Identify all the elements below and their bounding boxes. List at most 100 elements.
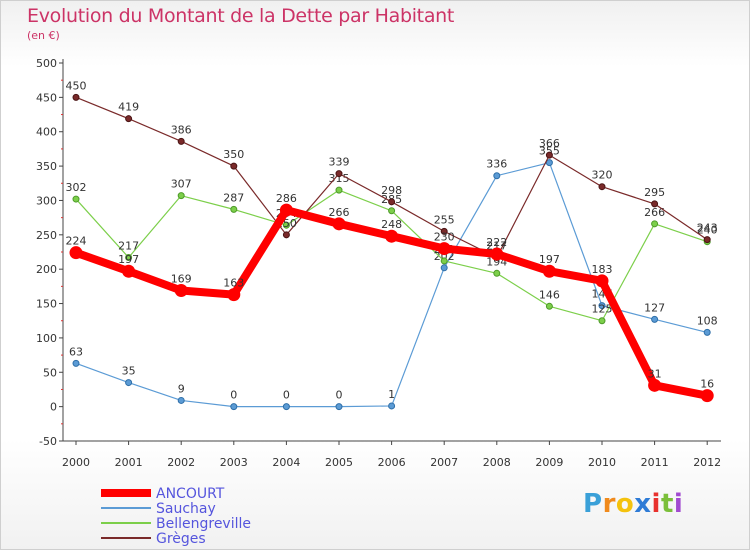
y-tick-label: 0	[50, 401, 57, 414]
data-label: 386	[171, 123, 192, 136]
data-label: 197	[539, 253, 560, 266]
data-point	[230, 162, 238, 170]
data-label: 9	[178, 382, 185, 395]
y-tick-label: 500	[36, 57, 57, 70]
data-point	[545, 302, 553, 310]
data-label: 287	[223, 191, 244, 204]
data-label: 339	[329, 156, 350, 169]
data-label: 146	[539, 288, 560, 301]
data-label: 125	[592, 303, 613, 316]
legend-label: Sauchay	[156, 501, 216, 517]
data-label: 0	[230, 389, 237, 402]
data-label: 355	[539, 145, 560, 158]
data-point	[440, 257, 448, 265]
data-label: 295	[644, 186, 665, 199]
data-label: 266	[329, 206, 350, 219]
data-point	[493, 269, 501, 277]
data-label: 298	[381, 184, 402, 197]
data-point	[230, 205, 238, 213]
x-tick-label: 2007	[430, 456, 458, 469]
data-point	[332, 217, 346, 231]
x-tick-label: 2000	[62, 456, 90, 469]
data-label: 169	[171, 272, 192, 285]
x-tick-label: 2002	[167, 456, 195, 469]
data-label: 183	[592, 263, 613, 276]
data-point	[335, 403, 343, 411]
x-tick-label: 2001	[115, 456, 143, 469]
data-point	[125, 379, 133, 387]
data-point	[72, 359, 80, 367]
data-label: 31	[648, 367, 662, 380]
x-tick-label: 2003	[220, 456, 248, 469]
y-tick-label: 250	[36, 229, 57, 242]
y-tick-label: 400	[36, 126, 57, 139]
data-point	[651, 315, 659, 323]
data-point	[125, 253, 133, 261]
data-label: 307	[171, 178, 192, 191]
data-label: 217	[486, 239, 507, 252]
data-point	[388, 198, 396, 206]
data-point	[282, 231, 290, 239]
data-point	[490, 247, 504, 261]
data-point	[230, 403, 238, 411]
data-point	[72, 195, 80, 203]
data-point	[703, 236, 711, 244]
data-point	[545, 159, 553, 167]
data-label: 320	[592, 169, 613, 182]
data-point	[440, 264, 448, 272]
data-point	[598, 302, 606, 310]
data-point	[388, 207, 396, 215]
data-point	[651, 200, 659, 208]
y-tick-label: 200	[36, 263, 57, 276]
legend-label: ANCOURT	[156, 486, 225, 502]
data-point	[177, 137, 185, 145]
data-label: 366	[539, 137, 560, 150]
data-point	[335, 186, 343, 194]
data-label: 315	[329, 172, 350, 185]
data-point	[174, 283, 188, 297]
data-label: 197	[118, 253, 139, 266]
data-label: 0	[336, 389, 343, 402]
data-label: 16	[700, 378, 714, 391]
data-label: 224	[66, 235, 87, 248]
chart-subtitle: (en €)	[27, 29, 60, 42]
data-label: 336	[486, 158, 507, 171]
x-tick-label: 2012	[693, 456, 721, 469]
data-label: 286	[276, 192, 297, 205]
data-point	[122, 264, 136, 278]
data-label: 302	[66, 181, 87, 194]
data-label: 419	[118, 101, 139, 114]
y-tick-label: 50	[43, 366, 57, 379]
data-point	[703, 328, 711, 336]
data-label: 350	[223, 148, 244, 161]
data-point	[282, 221, 290, 229]
data-point	[282, 403, 290, 411]
data-point	[125, 115, 133, 123]
data-point	[69, 246, 83, 260]
data-point	[700, 389, 714, 403]
data-label: 163	[223, 277, 244, 290]
data-point	[545, 151, 553, 159]
data-point	[648, 378, 662, 392]
x-tick-label: 2011	[641, 456, 669, 469]
data-point	[440, 227, 448, 235]
data-label: 266	[644, 206, 665, 219]
data-label: 255	[434, 213, 455, 226]
data-point	[595, 274, 609, 288]
data-point	[542, 264, 556, 278]
chart-title: Evolution du Montant de la Dette par Hab…	[27, 5, 455, 27]
y-tick-label: 450	[36, 91, 57, 104]
x-tick-label: 2006	[378, 456, 406, 469]
data-label: 108	[697, 314, 718, 327]
data-label: 0	[283, 389, 290, 402]
data-point	[227, 288, 241, 302]
y-tick-label: 150	[36, 298, 57, 311]
data-label: 127	[644, 301, 665, 314]
data-label: 450	[66, 79, 87, 92]
data-point	[279, 203, 293, 217]
data-label: 230	[434, 231, 455, 244]
data-point	[335, 170, 343, 178]
proxiti-logo: Proxiti	[583, 489, 684, 519]
